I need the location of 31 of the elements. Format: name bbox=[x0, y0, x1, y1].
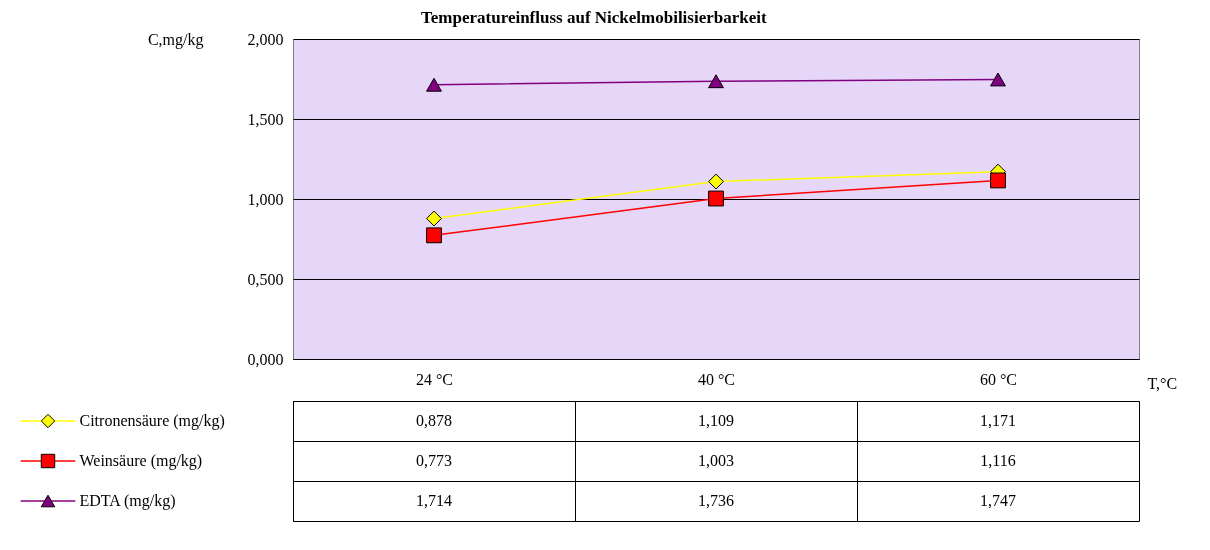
point bbox=[708, 190, 724, 207]
legend-label: Citronensäure (mg/kg) bbox=[79, 412, 225, 430]
y-tick-label: 1,000 bbox=[247, 190, 284, 208]
point bbox=[426, 227, 442, 244]
y-tick-label: 2,000 bbox=[247, 30, 284, 48]
data-label: 1,714 bbox=[416, 492, 452, 509]
point bbox=[708, 173, 724, 190]
legend-label: EDTA (mg/kg) bbox=[79, 492, 176, 510]
data-label: 1,109 bbox=[698, 412, 734, 429]
y-tick-label: 1,500 bbox=[247, 110, 284, 128]
y-tick-label: 0,500 bbox=[247, 270, 284, 288]
x-axis-title: T,°C bbox=[1147, 374, 1178, 392]
data-label: 1,736 bbox=[698, 492, 734, 509]
data-label: 1,747 bbox=[980, 492, 1016, 509]
data-label: 1,003 bbox=[698, 452, 734, 469]
point bbox=[426, 210, 442, 227]
y-tick-label: 0,000 bbox=[247, 350, 284, 368]
x-tick-label: 60 °C bbox=[979, 370, 1018, 388]
x-tick-label: 24 °C bbox=[415, 370, 454, 388]
data-label: 1,171 bbox=[980, 412, 1016, 429]
chart-title: Temperatureinfluss auf Nickelmobilisierbarkeit bbox=[420, 7, 767, 27]
y-axis-title: C,mg/kg bbox=[147, 30, 204, 49]
x-tick-label: 40 °C bbox=[697, 370, 736, 388]
data-label: 0,773 bbox=[416, 452, 452, 469]
data-label: 1,116 bbox=[980, 452, 1016, 469]
point bbox=[708, 74, 724, 89]
point bbox=[990, 172, 1006, 189]
point bbox=[426, 77, 442, 92]
legend-label: Weinsäure (mg/kg) bbox=[79, 452, 203, 470]
data-label: 0,878 bbox=[416, 412, 452, 429]
point bbox=[990, 72, 1006, 87]
